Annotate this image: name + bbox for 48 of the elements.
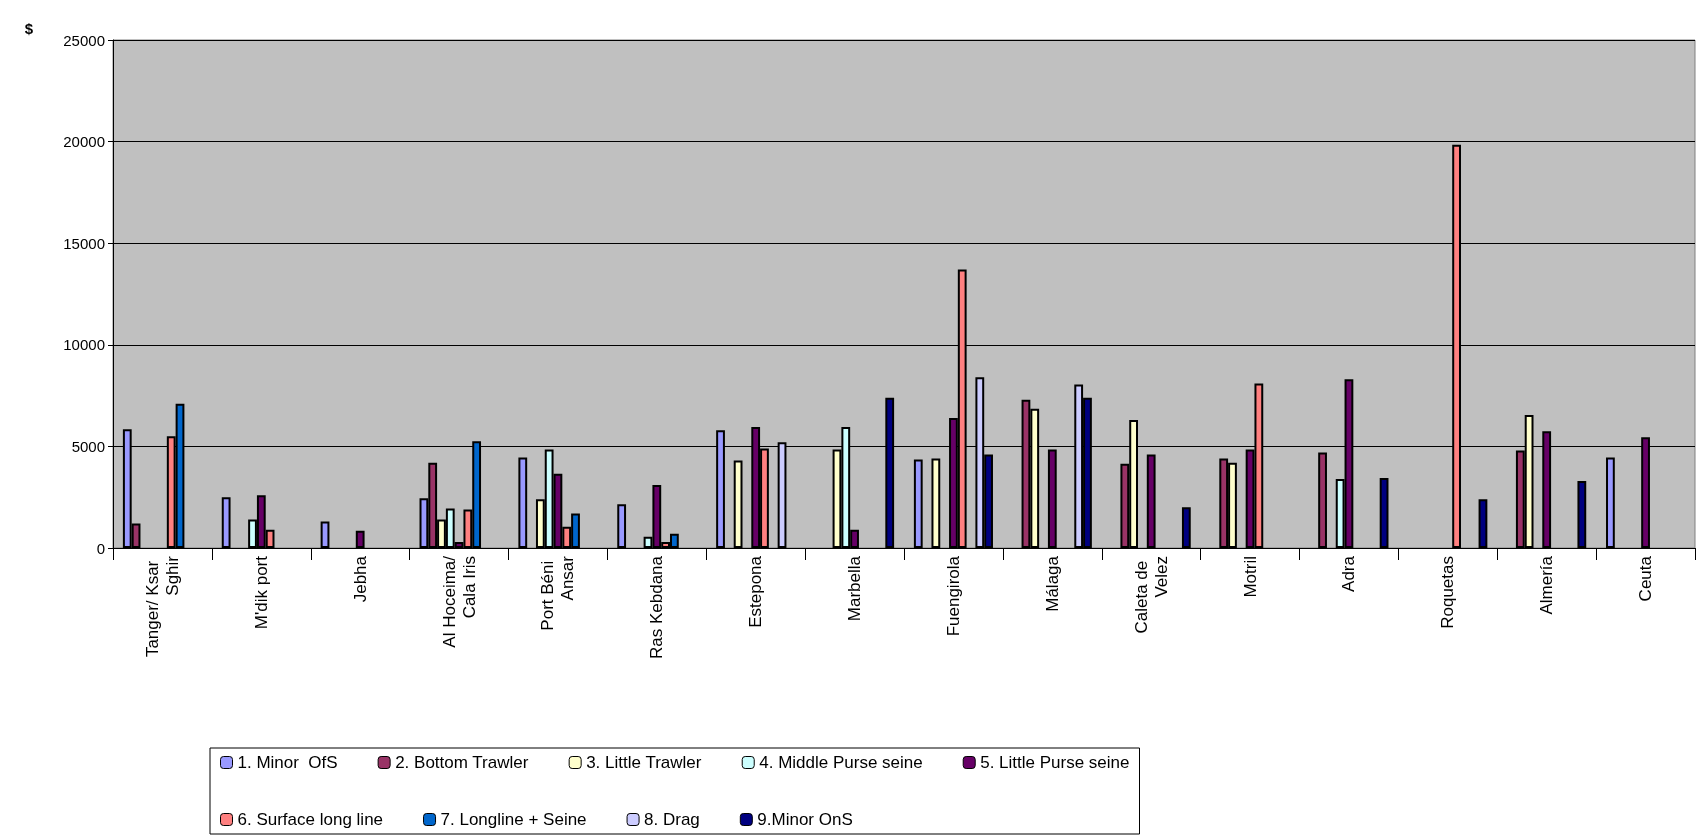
x-tick-label: Roquetas bbox=[1438, 556, 1458, 629]
x-tick-label: Marbella bbox=[845, 555, 865, 622]
legend-label: 2. Bottom Trawler bbox=[395, 753, 529, 772]
legend-label: 8. Drag bbox=[644, 810, 700, 829]
legend-label: 6. Surface long line bbox=[237, 810, 384, 829]
legend-label: 5. Little Purse seine bbox=[980, 753, 1130, 772]
x-tick-label: Al Hoceima/Cala Iris bbox=[439, 555, 479, 648]
bar bbox=[518, 457, 528, 548]
bar bbox=[1379, 477, 1389, 548]
bar bbox=[913, 459, 923, 548]
x-tick-label: M'dik port bbox=[251, 555, 271, 630]
x-tick-label: Tanger/ Ksar Sghir bbox=[142, 555, 182, 658]
x-tick-label: Jebha bbox=[350, 555, 370, 603]
y-tick-label: 20000 bbox=[63, 133, 105, 151]
legend-label: 9.Minor OnS bbox=[757, 810, 853, 829]
x-tick-label: Ras Kebdana bbox=[647, 555, 667, 660]
x-tick-label: Caleta de Velez bbox=[1131, 556, 1171, 634]
bar bbox=[1318, 452, 1327, 548]
bar bbox=[355, 530, 365, 548]
bar bbox=[1181, 507, 1191, 548]
y-tick-label: 5000 bbox=[71, 437, 105, 455]
bar bbox=[1047, 449, 1057, 548]
x-tick-label: Málaga bbox=[1042, 555, 1062, 612]
bar bbox=[221, 497, 231, 548]
bar bbox=[1577, 480, 1587, 548]
y-tick-label: 10000 bbox=[63, 336, 105, 354]
x-tick-label: Motril bbox=[1240, 556, 1260, 598]
y-tick-label: 15000 bbox=[63, 234, 105, 252]
legend-label: 4. Middle Purse seine bbox=[759, 753, 923, 772]
legend-label: 1. Minor OfS bbox=[237, 753, 338, 772]
bar bbox=[320, 521, 330, 548]
y-tick-label: 0 bbox=[96, 539, 105, 557]
bar bbox=[617, 504, 627, 548]
x-tick-label: Port Béni Ansar bbox=[538, 555, 578, 631]
legend-label: 7. Longline + Seine bbox=[440, 810, 587, 829]
bar bbox=[1146, 454, 1156, 548]
bar bbox=[931, 458, 941, 548]
x-tick-label: Almería bbox=[1537, 555, 1557, 615]
bar bbox=[733, 460, 743, 548]
x-tick-label: Estepona bbox=[746, 555, 766, 628]
bar bbox=[1478, 499, 1488, 548]
y-axis-title: $ bbox=[24, 20, 34, 37]
x-tick-label: Ceuta bbox=[1636, 555, 1656, 602]
legend-label: 3. Little Trawler bbox=[586, 753, 702, 772]
y-tick-label: 25000 bbox=[63, 31, 105, 49]
x-tick-label: Fuengirola bbox=[943, 555, 963, 637]
bar bbox=[1606, 457, 1615, 548]
x-tick-label: Adra bbox=[1339, 555, 1359, 592]
